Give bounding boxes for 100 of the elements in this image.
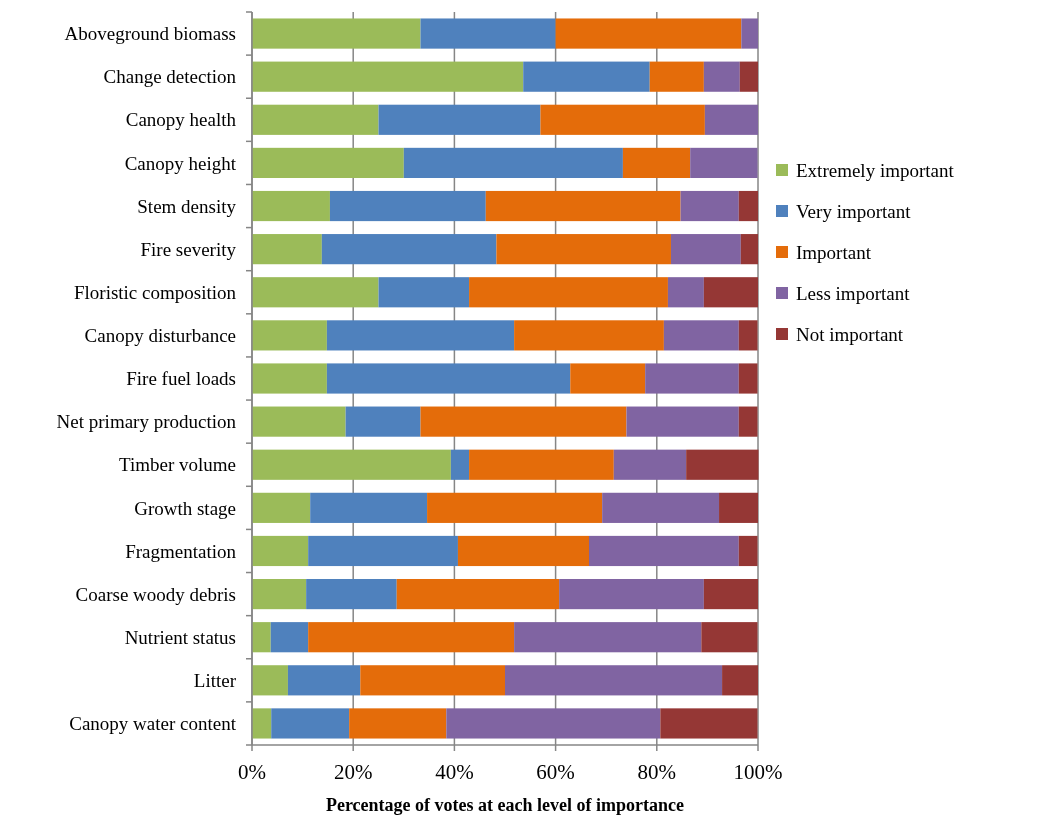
bar	[329, 190, 486, 222]
bar	[559, 579, 704, 610]
bar	[252, 147, 404, 178]
bar	[649, 61, 704, 92]
bar	[469, 449, 614, 480]
bar	[670, 234, 741, 265]
bar	[622, 147, 691, 178]
bar	[738, 363, 758, 394]
x-tick-label: 100%	[733, 760, 783, 784]
bar	[505, 665, 723, 696]
bar	[326, 363, 571, 394]
bar	[446, 708, 661, 739]
y-tick-label: Canopy health	[125, 109, 237, 131]
bar	[308, 622, 515, 653]
bar	[378, 104, 541, 135]
bar	[613, 449, 687, 480]
bar	[321, 234, 497, 265]
bar	[252, 579, 307, 610]
bar	[602, 492, 720, 523]
bar	[739, 61, 758, 92]
y-tick-label: Canopy height	[124, 152, 237, 174]
legend-label: Important	[796, 241, 872, 263]
bar	[722, 665, 758, 696]
bar	[703, 277, 758, 308]
bar	[690, 147, 758, 178]
y-tick-label: Canopy water content	[69, 713, 237, 735]
legend-label: Less important	[796, 282, 911, 304]
bar	[485, 190, 681, 222]
bar	[306, 579, 397, 610]
y-tick-label: Aboveground biomass	[64, 23, 236, 45]
bar	[667, 277, 704, 308]
bar	[514, 320, 664, 351]
bar	[740, 234, 758, 265]
bar	[271, 708, 350, 739]
bar	[420, 406, 627, 437]
bar	[703, 579, 758, 610]
bar	[738, 190, 758, 222]
bar	[680, 190, 739, 222]
y-tick-label: Coarse woody debris	[75, 583, 236, 605]
bar	[378, 277, 470, 308]
bar	[570, 363, 646, 394]
x-axis-title: Percentage of votes at each level of importance	[325, 795, 685, 815]
bar	[252, 18, 421, 49]
bar	[540, 104, 705, 135]
x-tick-label: 80%	[637, 760, 677, 784]
x-tick-label: 40%	[435, 760, 474, 784]
bar	[660, 708, 758, 739]
y-tick-label: Timber volume	[119, 454, 236, 476]
bar	[270, 622, 309, 653]
y-tick-label: Net primary production	[56, 411, 237, 433]
y-tick-label: Floristic composition	[73, 281, 237, 303]
legend-label: Very important	[796, 200, 912, 222]
y-tick-label: Fire fuel loads	[126, 368, 236, 390]
bar	[626, 406, 739, 437]
bar	[252, 665, 288, 696]
bar	[252, 61, 524, 92]
x-tick-label: 20%	[333, 760, 373, 784]
bar	[645, 363, 739, 394]
bar	[496, 234, 671, 265]
y-tick-label: Nutrient status	[124, 626, 236, 648]
bar	[427, 492, 603, 523]
bar	[738, 320, 758, 351]
bar	[345, 406, 421, 437]
bar	[514, 622, 702, 653]
y-tick-label: Litter	[193, 669, 237, 691]
y-tick-label: Growth stage	[134, 497, 236, 519]
bar	[457, 535, 589, 567]
bar	[252, 363, 327, 394]
bar	[589, 535, 739, 567]
bar	[310, 492, 428, 523]
bar	[287, 665, 361, 696]
y-tick-label: Fragmentation	[125, 540, 237, 562]
bar	[252, 708, 272, 739]
bar	[663, 320, 739, 351]
bar	[701, 622, 758, 653]
bar	[738, 535, 758, 567]
bar	[252, 277, 379, 308]
bar	[686, 449, 759, 480]
bar	[252, 535, 309, 567]
bar	[349, 708, 447, 739]
bar	[450, 449, 470, 480]
legend-label: Extremely important	[796, 159, 955, 181]
bar	[252, 104, 379, 135]
bar	[420, 18, 556, 49]
bar	[360, 665, 505, 696]
bar	[252, 492, 311, 523]
bar	[555, 18, 742, 49]
y-tick-label: Canopy disturbance	[84, 325, 236, 347]
x-tick-label: 0%	[238, 760, 266, 784]
bar	[741, 18, 758, 49]
bar	[252, 622, 271, 653]
bar	[396, 579, 560, 610]
bar	[704, 104, 758, 135]
x-tick-label: 60%	[536, 760, 575, 784]
bar	[252, 320, 327, 351]
bar	[252, 190, 330, 222]
bar	[308, 535, 458, 567]
bar	[703, 61, 740, 92]
bar	[719, 492, 758, 523]
bar	[252, 234, 322, 265]
